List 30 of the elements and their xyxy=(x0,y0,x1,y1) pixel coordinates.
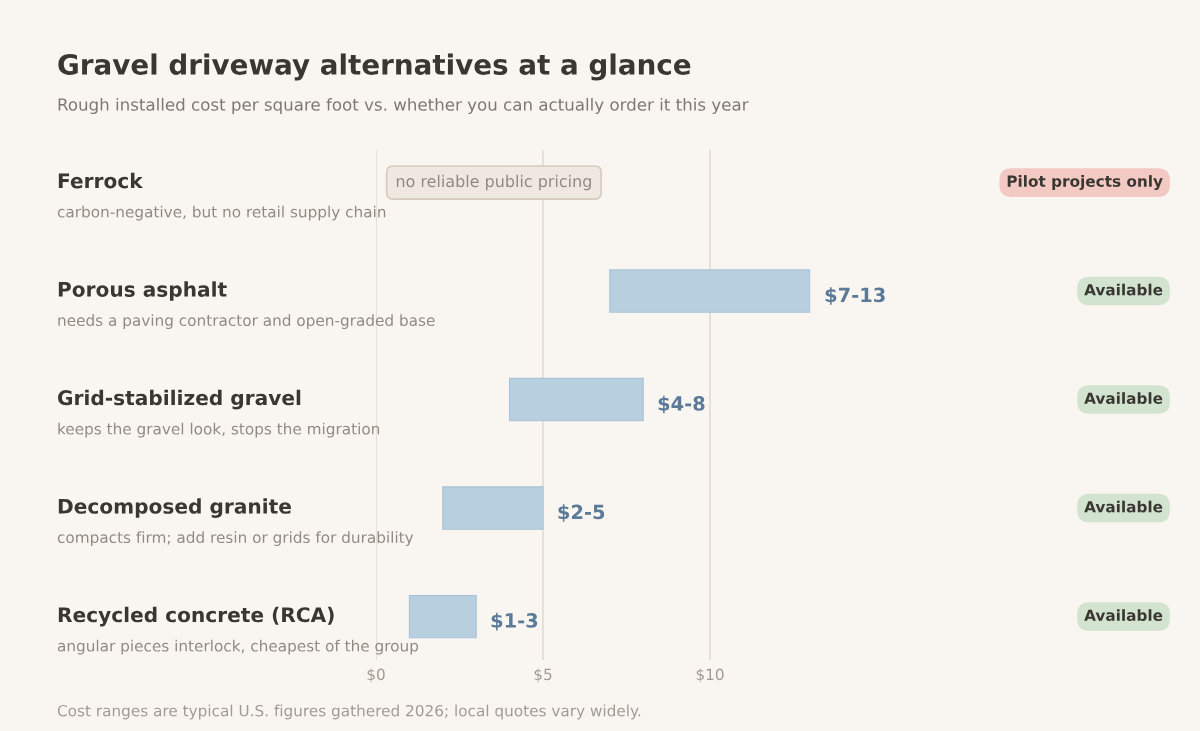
annotation: needs a paving contractor and open-graded base xyxy=(58,314,435,330)
data-label: $1-3 xyxy=(491,612,538,631)
y-tick-label: Ferrock xyxy=(58,172,144,189)
y-tick-label: Decomposed granite xyxy=(58,498,291,518)
bar xyxy=(609,269,811,313)
text: Available xyxy=(1084,283,1163,296)
bar xyxy=(509,377,644,422)
data-label: $2-5 xyxy=(558,504,605,522)
data-label: $7-13 xyxy=(825,287,885,305)
x-tick-label: $5 xyxy=(534,668,552,683)
x-tick-label: $0 xyxy=(367,668,385,683)
data-label: $4-8 xyxy=(658,395,705,414)
annotation: carbon-negative, but no retail supply chain xyxy=(57,205,386,221)
bar xyxy=(408,594,477,639)
bar xyxy=(442,486,544,530)
chart-title: Gravel driveway alternatives at a glance xyxy=(58,53,691,81)
annotation: compacts firm; add resin or grids for durability xyxy=(57,531,414,547)
annotation: keeps the gravel look, stops the migration xyxy=(58,422,380,438)
x-tick-label: $10 xyxy=(696,668,724,683)
y-tick-label: Porous asphalt xyxy=(58,281,227,301)
text: Available xyxy=(1084,392,1163,405)
text: Available xyxy=(1084,609,1163,622)
y-tick-label: Grid-stabilized gravel xyxy=(58,389,301,410)
text: Pilot projects only xyxy=(1007,175,1163,191)
annotation: no reliable public pricing xyxy=(396,174,591,191)
text: Cost ranges are typical U.S. figures gathered 2026; local quotes vary widely. xyxy=(57,704,641,720)
y-tick-label: Recycled concrete (RCA) xyxy=(58,606,334,627)
annotation: angular pieces interlock, cheapest of the group xyxy=(57,639,419,655)
chart-subtitle: Rough installed cost per square foot vs. whether you can actually order it this year xyxy=(58,97,749,115)
text: Available xyxy=(1084,500,1163,513)
